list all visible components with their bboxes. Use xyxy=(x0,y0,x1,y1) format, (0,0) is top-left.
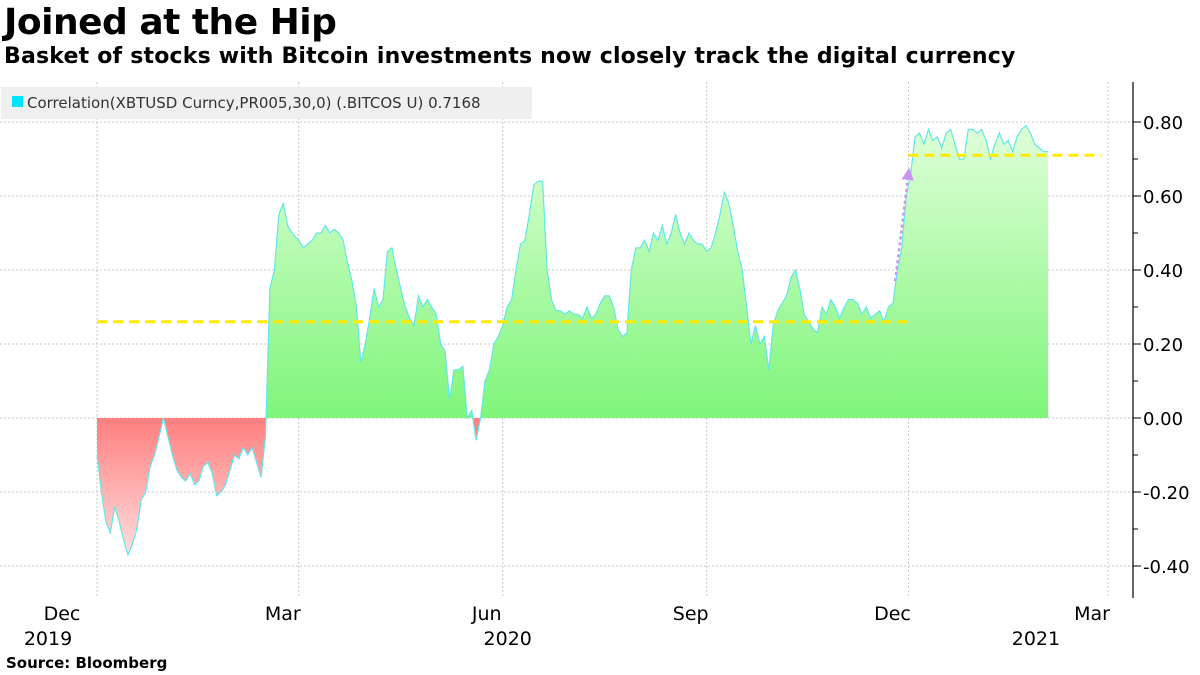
x-tick-label: Sep xyxy=(673,603,709,625)
y-tick-label: 0.40 xyxy=(1143,261,1183,282)
legend-box xyxy=(1,87,532,119)
y-tick-label: -0.40 xyxy=(1143,557,1190,578)
x-year-label: 2020 xyxy=(484,628,532,650)
y-tick-label: 0.20 xyxy=(1143,335,1183,356)
source-note: Source: Bloomberg xyxy=(6,654,168,672)
negative-area xyxy=(97,418,1049,555)
legend-label: Correlation(XBTUSD Curncy,PR005,30,0) (.… xyxy=(27,94,481,112)
y-tick-label: 0.80 xyxy=(1143,113,1183,134)
x-tick-label: Mar xyxy=(265,603,301,625)
legend: Correlation(XBTUSD Curncy,PR005,30,0) (.… xyxy=(1,87,532,119)
x-tick-label: Jun xyxy=(471,603,502,625)
x-year-label: 2021 xyxy=(1012,628,1060,650)
annotation-arrow xyxy=(893,167,914,282)
y-axis: -0.40 -0.20 0.00 0.20 0.40 0.60 0.80 xyxy=(1132,82,1190,598)
area-series xyxy=(96,124,1049,557)
y-tick-label: 0.00 xyxy=(1143,409,1183,430)
y-tick-label: -0.20 xyxy=(1143,483,1190,504)
chart-subtitle: Basket of stocks with Bitcoin investment… xyxy=(4,44,1016,69)
correlation-line xyxy=(96,124,1049,557)
reference-lines xyxy=(97,153,1102,324)
x-tick-label: Dec xyxy=(44,603,81,625)
legend-swatch xyxy=(12,96,23,107)
chart-title: Joined at the Hip xyxy=(4,2,337,43)
x-tick-label: Mar xyxy=(1074,603,1110,625)
positive-area xyxy=(97,125,1049,418)
x-tick-label: Dec xyxy=(874,603,911,625)
x-year-label: 2019 xyxy=(24,628,72,650)
x-axis: Dec 2019 Mar Jun 2020 Sep Dec Mar 2021 xyxy=(24,603,1110,650)
y-tick-label: 0.60 xyxy=(1143,187,1183,208)
